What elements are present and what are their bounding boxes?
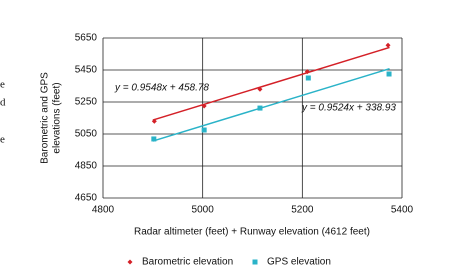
equation: y = 0.9524x + 338.93 <box>301 103 396 114</box>
y-tick-label: 5050 <box>75 129 98 140</box>
cropped-text: d <box>0 97 6 109</box>
point <box>305 75 311 81</box>
y-axis-label: elevations (feet) <box>52 82 63 153</box>
point <box>201 127 207 133</box>
point <box>386 71 392 77</box>
cropped-text: e <box>0 79 5 91</box>
legend-marker <box>127 259 133 265</box>
equation: y = 0.9548x + 458.78 <box>114 83 209 94</box>
x-tick-label: 5400 <box>391 205 414 216</box>
point <box>257 105 263 111</box>
x-tick-label: 5200 <box>291 205 314 216</box>
trendline <box>152 46 390 121</box>
y-tick-label: 5450 <box>75 65 98 76</box>
y-tick-label: 4850 <box>75 161 98 172</box>
y-tick-label: 5250 <box>75 97 98 108</box>
x-axis-label: Radar altimeter (feet) + Runway elevatio… <box>134 227 370 238</box>
y-tick-label: 5650 <box>75 33 98 44</box>
legend-marker <box>252 259 258 265</box>
trendline <box>152 68 390 142</box>
x-tick-label: 5000 <box>192 205 215 216</box>
point <box>201 103 207 109</box>
legend-label: GPS elevation <box>267 257 331 268</box>
legend-label: Barometric elevation <box>142 257 233 268</box>
point <box>385 42 391 48</box>
point <box>304 69 310 75</box>
x-tick-label: 4800 <box>92 205 115 216</box>
cropped-text: e <box>0 134 5 146</box>
y-axis-label: Barometric and GPS <box>40 72 51 164</box>
y-tick-label: 4650 <box>75 193 98 204</box>
point <box>257 86 263 92</box>
point <box>151 136 157 142</box>
point <box>151 118 157 124</box>
